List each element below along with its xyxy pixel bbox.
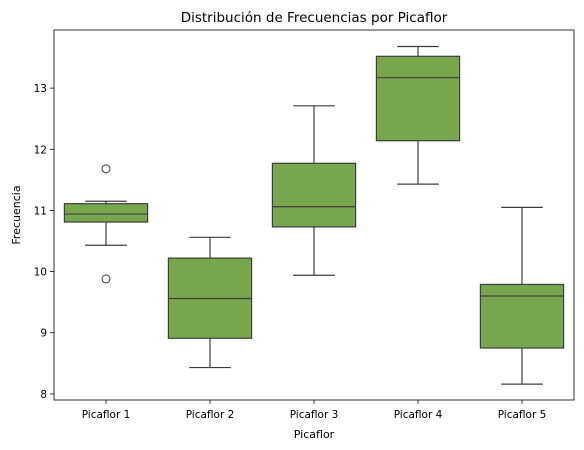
box-1 [63, 164, 149, 284]
x-tick-label: Picaflor 1 [82, 409, 131, 421]
y-tick-label: 12 [34, 144, 47, 156]
x-tick-label: Picaflor 3 [290, 409, 339, 421]
outlier-point [101, 164, 111, 174]
box-iqr [63, 203, 149, 223]
x-axis: Picaflor 1 Picaflor 2 Picaflor 3 Picaflor 4… [82, 400, 547, 421]
chart-title: Distribución de Frecuencias por Picaflor [181, 10, 448, 26]
box-iqr [375, 55, 461, 142]
box-2 [167, 236, 253, 369]
box-iqr [271, 162, 357, 228]
y-axis-label: Frecuencia [10, 185, 23, 244]
y-tick-label: 10 [34, 267, 47, 279]
outlier-point [101, 274, 111, 284]
y-tick-label: 8 [40, 389, 47, 401]
y-tick-label: 11 [34, 205, 47, 217]
y-axis: 8 9 10 11 12 13 [34, 83, 54, 401]
box-iqr [479, 283, 565, 349]
x-tick-label: Picaflor 2 [186, 409, 235, 421]
box-5 [479, 206, 565, 385]
box-3 [271, 105, 357, 276]
x-tick-label: Picaflor 4 [394, 409, 443, 421]
y-tick-label: 13 [34, 83, 47, 95]
x-tick-label: Picaflor 5 [498, 409, 547, 421]
boxes [63, 45, 565, 385]
x-axis-label: Picaflor [294, 428, 335, 441]
y-tick-label: 9 [40, 328, 47, 340]
box-4 [375, 45, 461, 185]
